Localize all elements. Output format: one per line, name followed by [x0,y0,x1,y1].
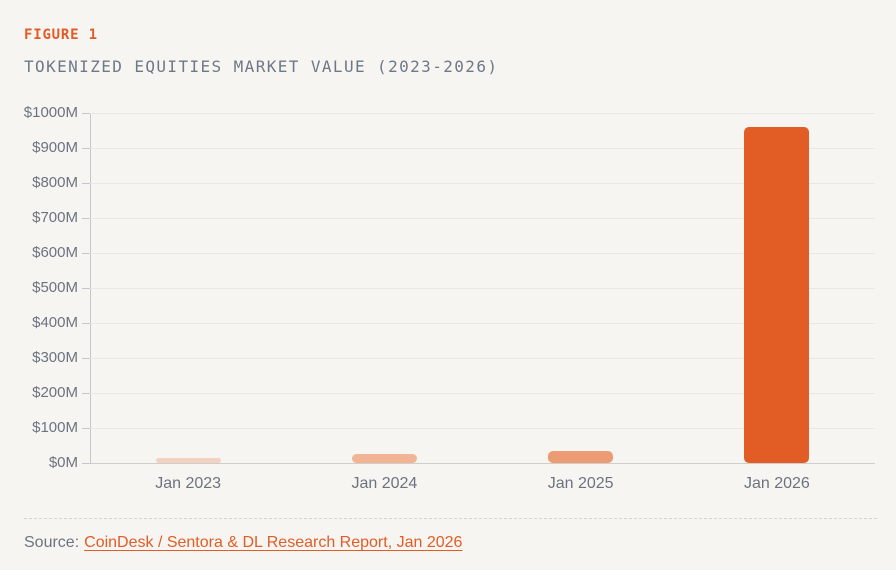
gridline [90,288,875,289]
y-tick [82,463,90,464]
plot-area [82,113,875,464]
y-tick-label: $400M [32,314,78,331]
y-tick-label: $900M [32,139,78,156]
x-tick-label: Jan 2026 [743,475,810,492]
y-tick [82,253,90,254]
y-tick-label: $1000M [23,104,78,121]
y-tick [82,218,90,219]
y-tick [82,393,90,394]
source-label: Source: [24,534,80,551]
gridline [90,218,875,219]
y-tick-label: $800M [32,174,78,191]
x-tick-label: Jan 2023 [155,475,222,492]
figure-label: FIGURE 1 [24,27,98,43]
gridline [90,323,875,324]
y-tick [82,358,90,359]
gridline [90,183,875,184]
y-tick-label: $200M [32,384,78,401]
y-tick [82,288,90,289]
chart-bar-jan-2023 [155,457,221,463]
y-tick [82,323,90,324]
x-tick-label: Jan 2024 [351,475,418,492]
x-axis-baseline [90,463,875,464]
gridline [90,253,875,254]
chart-bar-jan-2025 [548,450,614,463]
source-link[interactable]: CoinDesk / Sentora & DL Research Report,… [84,534,463,551]
chart-title: TOKENIZED EQUITIES MARKET VALUE (2023-20… [24,57,499,76]
y-tick-label: $600M [32,244,78,261]
footer-divider [24,518,877,519]
y-tick [82,148,90,149]
y-tick-label: $700M [32,209,78,226]
y-tick [82,183,90,184]
y-tick [82,113,90,114]
y-tick-label: $100M [32,419,78,436]
y-tick [82,428,90,429]
chart-bar-jan-2024 [351,454,417,463]
gridline [90,113,875,114]
gridline [90,393,875,394]
gridline [90,358,875,359]
gridline [90,428,875,429]
y-tick-label: $0M [48,454,78,471]
source-row: Source: CoinDesk / Sentora & DL Research … [24,534,462,552]
chart-bar-jan-2026 [744,127,810,463]
gridline [90,148,875,149]
x-tick-label: Jan 2025 [547,475,614,492]
y-tick-label: $500M [32,279,78,296]
y-tick-label: $300M [32,349,78,366]
